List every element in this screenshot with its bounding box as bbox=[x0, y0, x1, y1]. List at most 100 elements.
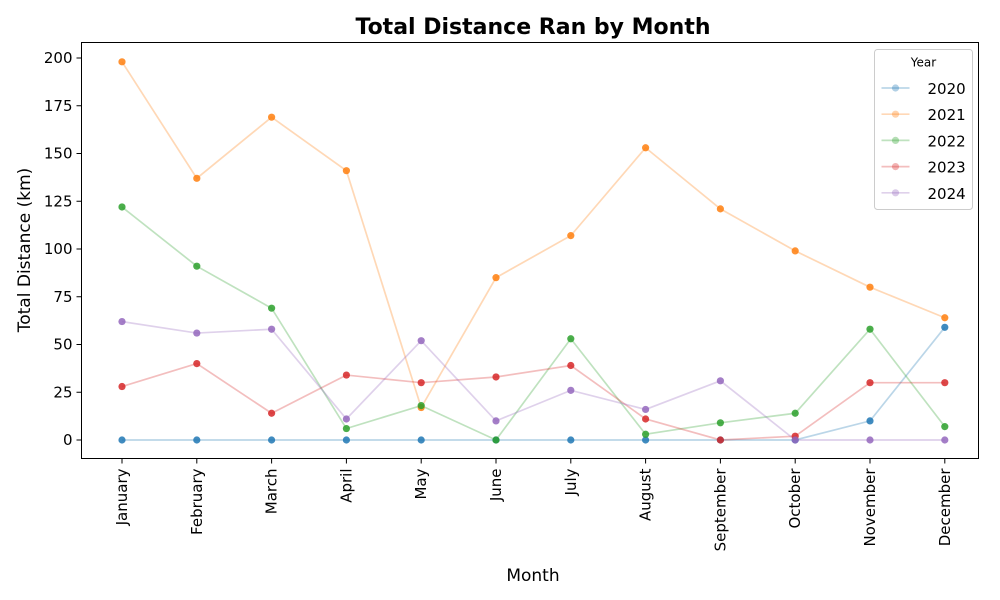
series-line-2024 bbox=[121, 320, 945, 441]
data-point-2020 bbox=[342, 436, 350, 444]
x-axis-label: Month bbox=[506, 566, 559, 586]
y-tick-label: 175 bbox=[44, 97, 73, 115]
data-point-2023 bbox=[417, 379, 425, 387]
data-point-2024 bbox=[417, 337, 425, 345]
data-point-2020 bbox=[193, 436, 201, 444]
data-point-2023 bbox=[492, 373, 500, 381]
data-point-2021 bbox=[567, 232, 575, 240]
series-line-2020 bbox=[122, 326, 946, 441]
data-point-2024 bbox=[118, 317, 126, 326]
data-point-2022 bbox=[866, 325, 874, 333]
data-point-2024 bbox=[642, 405, 650, 414]
data-point-2022 bbox=[193, 262, 201, 270]
y-tick-label: 50 bbox=[53, 336, 72, 354]
data-point-2023 bbox=[866, 379, 874, 387]
data-point-2020 bbox=[268, 436, 276, 444]
legend: Year 2020 2021 2022 2023 2024 bbox=[874, 49, 973, 210]
x-tick-label: September bbox=[711, 468, 729, 552]
x-tick-label: August bbox=[637, 468, 655, 521]
data-point-2021 bbox=[118, 58, 126, 66]
data-point-2022 bbox=[268, 304, 276, 312]
data-point-2024 bbox=[193, 329, 201, 337]
data-point-2022 bbox=[417, 402, 425, 410]
y-tick-label: 75 bbox=[53, 288, 72, 306]
data-point-2022 bbox=[492, 436, 500, 444]
data-point-2024 bbox=[268, 325, 276, 333]
x-tick-label: February bbox=[188, 468, 206, 535]
data-point-2024 bbox=[941, 436, 949, 444]
data-point-2024 bbox=[866, 436, 874, 444]
x-tick-label: July bbox=[562, 468, 580, 496]
data-point-2024 bbox=[716, 377, 725, 385]
x-tick-label: April bbox=[337, 469, 355, 503]
x-axis: January February March April May June July Augu… bbox=[113, 458, 954, 552]
data-point-2024 bbox=[492, 417, 500, 425]
series-line-2023 bbox=[121, 362, 945, 441]
y-axis: 0 25 50 75 100 125 150 175 200 bbox=[44, 49, 82, 449]
data-point-2020 bbox=[417, 436, 425, 444]
legend-swatch-marker bbox=[891, 163, 900, 171]
y-tick-label: 25 bbox=[53, 383, 72, 401]
y-tick-label: 0 bbox=[63, 431, 73, 449]
legend-swatch-marker bbox=[891, 84, 900, 92]
legend-box bbox=[874, 49, 973, 210]
data-point-2023 bbox=[941, 379, 949, 387]
y-tick-label: 150 bbox=[44, 145, 73, 163]
data-point-2022 bbox=[941, 423, 949, 431]
data-point-2020 bbox=[866, 417, 874, 425]
data-point-2023 bbox=[342, 371, 350, 379]
data-point-2022 bbox=[567, 335, 575, 343]
x-tick-label: March bbox=[263, 469, 281, 515]
legend-label: 2023 bbox=[928, 159, 966, 177]
y-tick-label: 125 bbox=[44, 192, 73, 210]
x-tick-label: January bbox=[113, 468, 131, 526]
data-point-2023 bbox=[567, 361, 575, 370]
data-point-2021 bbox=[642, 144, 650, 152]
data-point-2021 bbox=[866, 283, 874, 291]
data-point-2020 bbox=[642, 436, 650, 444]
y-axis-label: Total Distance (km) bbox=[15, 168, 35, 334]
data-point-2022 bbox=[716, 419, 725, 427]
x-tick-label: December bbox=[936, 468, 954, 547]
data-point-2022 bbox=[791, 409, 799, 417]
data-point-2024 bbox=[791, 436, 799, 444]
legend-swatch-marker bbox=[891, 189, 900, 197]
data-point-2022 bbox=[118, 203, 126, 211]
legend-label: 2021 bbox=[928, 106, 966, 124]
x-tick-label: May bbox=[412, 468, 430, 499]
x-tick-label: November bbox=[861, 468, 879, 547]
series-layer bbox=[118, 58, 949, 444]
series-line-2022 bbox=[121, 206, 946, 442]
x-tick-label: October bbox=[786, 468, 804, 529]
legend-title: Year bbox=[910, 56, 936, 70]
data-point-2020 bbox=[118, 436, 126, 444]
data-point-2022 bbox=[342, 424, 350, 433]
y-tick-label: 100 bbox=[44, 240, 73, 258]
data-point-2021 bbox=[492, 274, 500, 282]
data-point-2021 bbox=[941, 314, 949, 322]
plot-area-frame bbox=[81, 42, 979, 459]
data-point-2021 bbox=[342, 167, 350, 175]
legend-swatch-marker bbox=[891, 110, 900, 118]
legend-label: 2020 bbox=[928, 80, 966, 98]
data-point-2024 bbox=[567, 386, 575, 394]
data-point-2021 bbox=[716, 205, 725, 213]
data-point-2020 bbox=[567, 436, 575, 444]
data-point-2020 bbox=[941, 323, 949, 331]
data-point-2023 bbox=[268, 409, 276, 417]
y-tick-label: 200 bbox=[44, 49, 73, 67]
legend-label: 2022 bbox=[928, 132, 966, 150]
data-point-2021 bbox=[791, 247, 799, 255]
data-point-2023 bbox=[716, 436, 725, 444]
data-point-2023 bbox=[118, 382, 126, 391]
legend-label: 2024 bbox=[928, 185, 966, 203]
x-tick-label: June bbox=[487, 469, 505, 503]
data-point-2023 bbox=[193, 360, 201, 368]
legend-swatch-marker bbox=[891, 136, 900, 144]
series-line-2021 bbox=[121, 61, 946, 410]
data-point-2024 bbox=[342, 415, 350, 423]
data-point-2021 bbox=[268, 113, 276, 121]
chart-title: Total Distance Ran by Month bbox=[355, 15, 710, 40]
